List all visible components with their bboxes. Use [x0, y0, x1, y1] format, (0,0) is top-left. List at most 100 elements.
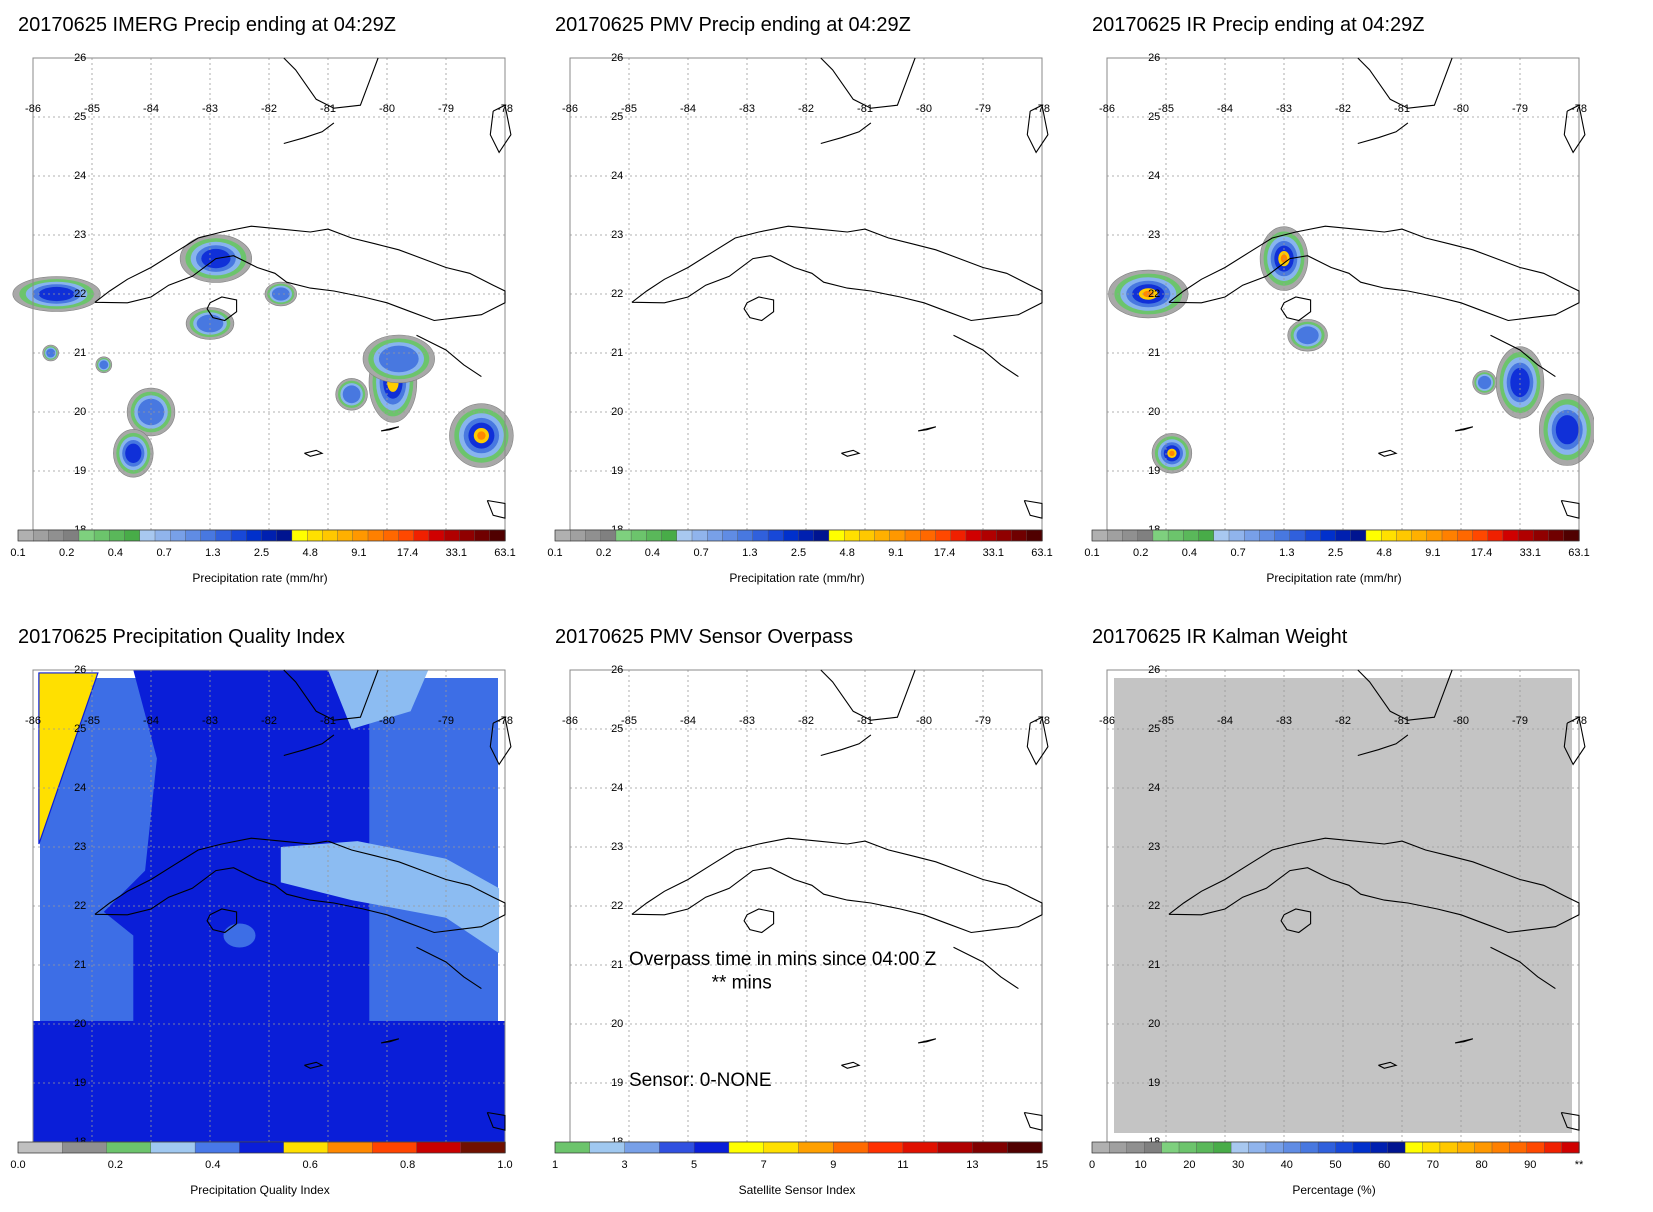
colorbar-segment: [783, 529, 800, 542]
longitude-label: -82: [261, 103, 277, 115]
coastline: [283, 734, 335, 757]
coastline: [1560, 499, 1580, 519]
panel-title: 20170625 IR Precip ending at 04:29Z: [1092, 14, 1425, 36]
latitude-label: 22: [611, 900, 623, 912]
precip-blob: [378, 345, 419, 373]
colorbar-segment: [1457, 529, 1474, 542]
longitude-label: -82: [1335, 715, 1351, 727]
coastline: [489, 104, 512, 154]
colorbar-tick-label: 17.4: [934, 547, 955, 559]
precip-blob: [1510, 367, 1530, 398]
map-pmv-precip: -86 -85 -84 -83 -82 -81 -80 -79 -78 26 25 24 23 22 21 2…: [547, 52, 1052, 559]
colorbar-tick-label: 0.2: [59, 547, 74, 559]
coastline: [917, 1038, 936, 1044]
colorbar-tick-label: 0.8: [400, 1159, 415, 1171]
colorbar-segment: [996, 529, 1013, 542]
colorbar-tick-label: 80: [1475, 1159, 1487, 1171]
colorbar-segment: [106, 1141, 152, 1154]
coastline: [1023, 1111, 1043, 1131]
colorbar-tick-label: 1: [552, 1159, 558, 1171]
colorbar-segment: [1548, 529, 1565, 542]
colorbar-segment: [752, 529, 769, 542]
precip-blob: [271, 287, 290, 301]
latitude-label: 19: [74, 1077, 86, 1089]
map-quality-index: -86 -85 -84 -83 -82 -81 -80 -79 -78 26 25 24 23 22 21 2…: [10, 664, 513, 1171]
colorbar-segment: [585, 529, 602, 542]
colorbar-segment: [1472, 529, 1489, 542]
colorbar-segment: [1517, 529, 1535, 542]
longitude-label: -80: [379, 715, 395, 727]
colorbar-segment: [1439, 1141, 1458, 1154]
longitude-label: -80: [916, 103, 932, 115]
map-sensor-overpass: -86 -85 -84 -83 -82 -81 -80 -79 -78 26 25 24 23 22 21 2…: [552, 664, 1050, 1171]
colorbar-tick-label: 63.1: [1031, 547, 1052, 559]
colorbar-tick-label: 9.1: [1425, 547, 1440, 559]
colorbar-segment: [1300, 1141, 1319, 1154]
colorbar-segment: [322, 529, 339, 542]
latitude-label: 20: [611, 406, 623, 418]
colorbar-segment: [239, 1141, 285, 1154]
coastline: [489, 716, 512, 766]
longitude-label: -86: [1099, 715, 1115, 727]
longitude-label: -85: [1158, 103, 1174, 115]
latitude-label: 25: [1148, 723, 1160, 735]
latitude-label: 19: [1148, 1077, 1160, 1089]
colorbar-segment: [230, 529, 248, 542]
latitude-label: 25: [74, 111, 86, 123]
colorbar-segment: [1091, 529, 1108, 542]
pqi-field-yellow: [38, 672, 99, 845]
colorbar-tick-label: 1.3: [742, 547, 757, 559]
colorbar-tick-label: 7: [761, 1159, 767, 1171]
precip-blob: [1555, 415, 1579, 445]
colorbar-segment: [63, 529, 80, 542]
colorbar-segment: [1198, 529, 1215, 542]
latitude-label: 19: [1148, 465, 1160, 477]
colorbar-segment: [367, 529, 384, 542]
colorbar-segment: [17, 1141, 63, 1154]
panel-imerg-precip: 20170625 IMERG Precip ending at 04:29Z -…: [0, 0, 520, 600]
longitude-label: -78: [497, 715, 513, 727]
colorbar-segment: [1213, 1141, 1232, 1154]
coastline: [283, 669, 379, 721]
colorbar-segment: [904, 529, 921, 542]
pqi-field-dark: [103, 670, 370, 1022]
colorbar-segment: [965, 529, 982, 542]
colorbar-tick-label: **: [1575, 1159, 1584, 1171]
longitude-label: -84: [143, 103, 159, 115]
colorbar-tick-label: 4.8: [840, 547, 855, 559]
panel-ir-precip: 20170625 IR Precip ending at 04:29Z -86-…: [1074, 0, 1594, 600]
colorbar-segment: [833, 1141, 869, 1154]
longitude-label: -84: [1217, 103, 1233, 115]
colorbar-segment: [1487, 529, 1504, 542]
precip-blob: [38, 286, 75, 302]
colorbar-segment: [1533, 529, 1550, 542]
coastline: [416, 334, 482, 378]
longitude-label: -79: [438, 103, 454, 115]
longitude-label: -79: [975, 103, 991, 115]
colorbar-segment: [474, 529, 491, 542]
colorbar-segment: [1167, 529, 1184, 542]
colorbar-segment: [763, 1141, 800, 1154]
overlay-text: Overpass time in mins since 04:00 Z: [629, 949, 937, 970]
coastline: [304, 1061, 324, 1069]
colorbar-tick-label: 9: [830, 1159, 836, 1171]
colorbar-segment: [460, 1141, 506, 1154]
colorbar-segment: [1230, 1141, 1250, 1154]
longitude-label: -79: [438, 715, 454, 727]
panel-title: 20170625 PMV Precip ending at 04:29Z: [555, 14, 911, 36]
colorbar-tick-label: 17.4: [1471, 547, 1492, 559]
colorbar-segment: [1561, 1141, 1580, 1154]
colorbar-segment: [200, 529, 217, 542]
longitude-label: -80: [1453, 103, 1469, 115]
longitude-label: -83: [1276, 103, 1292, 115]
latitude-label: 25: [611, 111, 623, 123]
colorbar-segment: [554, 529, 571, 542]
longitude-label: -82: [798, 103, 814, 115]
colorbar-segment: [737, 529, 754, 542]
colorbar-tick-label: 10: [1135, 1159, 1147, 1171]
colorbar-segment: [1304, 529, 1322, 542]
longitude-label: -78: [1034, 715, 1050, 727]
coastlines: [94, 57, 512, 519]
coastline: [94, 837, 506, 934]
colorbar-tick-label: 2.5: [1328, 547, 1343, 559]
